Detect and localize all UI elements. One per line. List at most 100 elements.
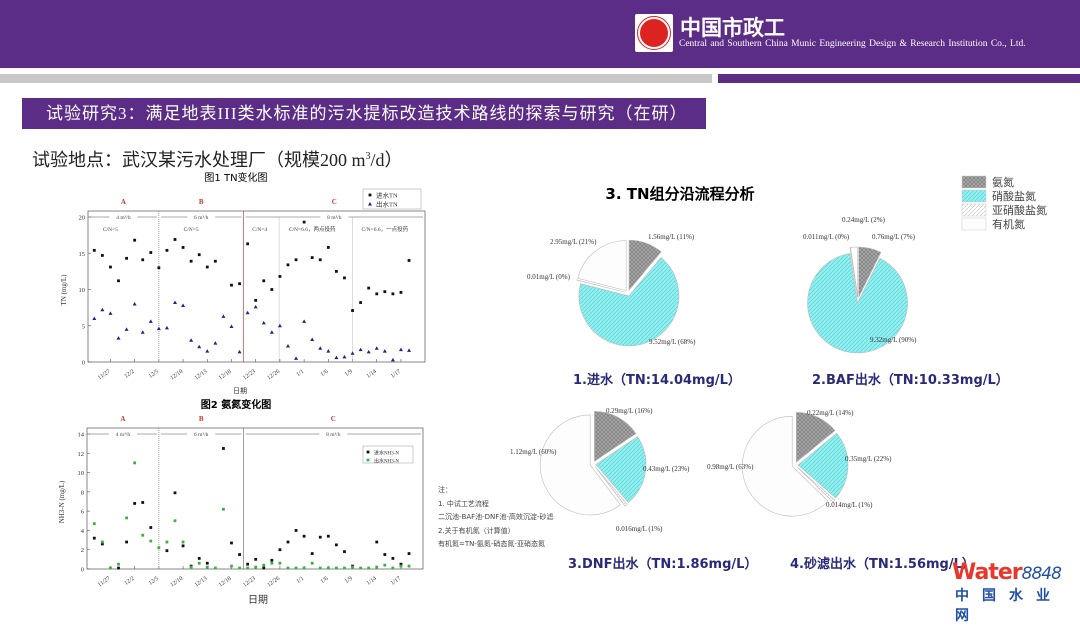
data-point-outflow	[318, 566, 322, 570]
data-point-outflow	[286, 566, 290, 570]
data-point-outflow	[253, 304, 258, 309]
data-point-outflow	[92, 522, 96, 526]
y-tick-label: 4	[81, 528, 85, 535]
data-point-outflow	[350, 351, 355, 355]
slide-title: 试验研究3：满足地表III类水标准的污水提标改造技术路线的探索与研究（在研）	[22, 98, 706, 129]
data-point-outflow	[358, 347, 363, 352]
data-point-outflow	[213, 566, 217, 570]
pie-slice-nitrate	[797, 432, 849, 499]
x-tick-label: 12/23	[242, 369, 257, 382]
data-point-inflow	[302, 534, 306, 538]
pie1-label: 2.95mg/L (21%)	[550, 238, 597, 246]
data-point-inflow	[335, 543, 338, 547]
legend-label: 出水TN	[376, 200, 398, 209]
pie-slice-organic	[850, 246, 859, 298]
x-tick-label: 1/14	[366, 369, 378, 380]
flow-label: 4 m³/h	[116, 432, 131, 438]
data-point-outflow	[124, 327, 129, 331]
data-point-inflow	[351, 309, 354, 312]
data-point-inflow	[205, 265, 209, 269]
data-point-outflow	[197, 561, 201, 565]
company-name-cn: 中国市政工	[680, 16, 785, 40]
note-line: 2.关于有机氮（计算值）	[438, 526, 515, 535]
data-point-inflow	[181, 544, 185, 548]
pie3-label: 0.016mg/L (1%)	[616, 525, 663, 533]
x-tick-label: 12/18	[218, 369, 233, 382]
data-point-outflow	[132, 302, 137, 306]
cn-ratio-label: C/N=5	[103, 227, 118, 233]
pie-slice-ammonia	[628, 239, 662, 292]
chart2-ylabel: NH3-N (mg/L)	[58, 480, 66, 523]
data-point-inflow	[286, 540, 290, 544]
data-point-inflow	[294, 258, 298, 262]
data-point-inflow	[125, 256, 128, 260]
pie4-label: 0.98mg/L (63%)	[707, 463, 754, 471]
data-point-outflow	[148, 319, 153, 323]
data-point-inflow	[375, 540, 379, 544]
legend-swatch	[961, 175, 987, 189]
phase-letter: B	[199, 415, 204, 423]
site-label: 试验地点：武汉某污水处理厂（规模200 m	[32, 150, 366, 170]
phase-letter: C	[331, 415, 336, 423]
data-point-inflow	[391, 292, 395, 296]
chart1-title: 图1 TN变化图	[204, 171, 267, 184]
data-point-outflow	[326, 566, 330, 570]
legend-marker	[368, 193, 372, 197]
x-tick-label: 12/2	[124, 369, 136, 380]
data-point-outflow	[335, 566, 338, 570]
data-point-outflow	[342, 354, 347, 359]
data-point-outflow	[254, 565, 258, 569]
pie2-label: 9.32mg/L (90%)	[870, 336, 917, 344]
charts-canvas: 图1 TN变化图 图2 氨氮变化图 日期 日期 TN (mg/L) NH3-N …	[58, 171, 1047, 606]
flow-label: 6 m³/h	[194, 215, 209, 221]
data-point-outflow	[334, 355, 339, 360]
phase-letter: B	[199, 198, 204, 206]
pie-slice-nitrate	[578, 257, 680, 347]
y-tick-label: 14	[78, 432, 85, 439]
data-point-inflow	[262, 279, 266, 283]
data-point-inflow	[254, 557, 258, 561]
test-site: 试验地点：武汉某污水处理厂（规模200 m3/d）	[32, 146, 403, 172]
divider-gray	[0, 74, 712, 83]
data-point-outflow	[157, 546, 161, 550]
data-point-inflow	[149, 526, 153, 529]
data-point-outflow	[245, 310, 250, 315]
watermark-num: 8848	[1021, 564, 1062, 584]
data-point-outflow	[383, 563, 387, 567]
data-point-inflow	[109, 265, 112, 269]
data-point-inflow	[117, 279, 120, 283]
pie-slice-organic	[539, 414, 621, 516]
flow-label-bg	[108, 430, 137, 437]
data-point-outflow	[351, 565, 354, 569]
data-point-inflow	[230, 541, 233, 545]
data-point-outflow	[230, 564, 233, 568]
data-point-outflow	[407, 564, 411, 568]
x-tick-label: 12/2	[124, 576, 136, 587]
data-point-inflow	[117, 566, 120, 570]
x-tick-label: 11/27	[97, 576, 111, 589]
data-point-outflow	[285, 344, 290, 348]
data-point-outflow	[108, 311, 113, 315]
pie4-label: 0.35mg/L (22%)	[845, 455, 892, 463]
flow-label-bg	[319, 430, 348, 437]
data-point-outflow	[181, 303, 186, 307]
data-point-outflow	[343, 566, 346, 570]
pie-slice-ammonia	[858, 246, 882, 298]
y-tick-label: 20	[79, 215, 86, 222]
data-point-inflow	[391, 556, 395, 560]
x-tick-label: 1/14	[366, 576, 378, 587]
pie3-label: 0.43mg/L (23%)	[643, 465, 690, 473]
data-point-inflow	[133, 238, 137, 242]
legend-label: 进水TN	[376, 191, 398, 200]
data-point-inflow	[318, 535, 322, 539]
x-tick-label: 1/17	[390, 576, 402, 587]
data-point-inflow	[270, 558, 274, 562]
data-point-inflow	[399, 562, 403, 566]
data-point-outflow	[375, 565, 379, 569]
pie2-label: 0.24mg/L (2%)	[842, 216, 885, 224]
data-point-inflow	[92, 536, 96, 540]
data-point-inflow	[173, 238, 177, 241]
cn-ratio-label: C/N=6.6，一点投药	[361, 225, 408, 233]
x-tick-label: 12/26	[266, 369, 281, 382]
data-point-outflow	[100, 307, 105, 312]
